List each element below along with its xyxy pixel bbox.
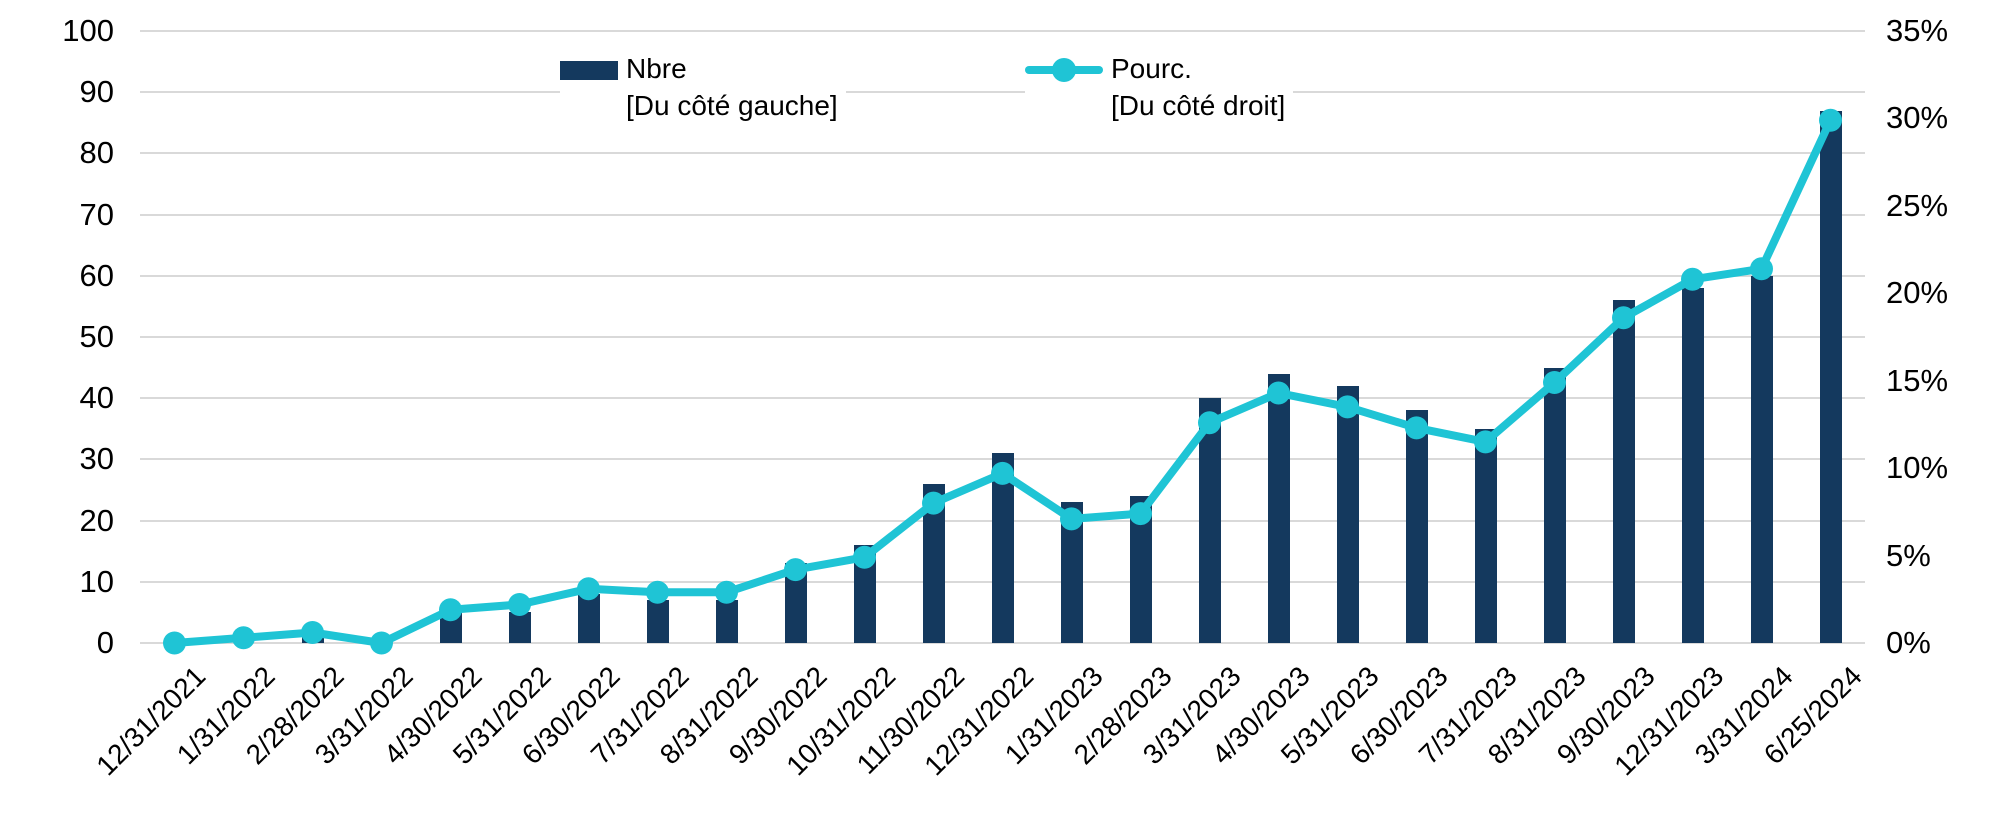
bar-4/30/2023	[1267, 373, 1290, 643]
line-marker-6/30/2022	[577, 577, 600, 601]
bar-5/31/2022	[508, 612, 531, 643]
line-marker-11/30/2022	[922, 491, 945, 515]
line-marker-3/31/2022	[370, 631, 393, 655]
gridline-40	[140, 397, 1865, 400]
left-axis-tick-40: 40	[79, 380, 114, 416]
bar-6/30/2022	[577, 594, 600, 643]
line-marker-8/31/2022	[715, 580, 738, 604]
bar-3/31/2024	[1750, 275, 1773, 643]
right-axis-tick-20%: 20%	[1886, 275, 1949, 311]
bar-7/31/2023	[1474, 428, 1497, 643]
left-axis-tick-70: 70	[79, 196, 114, 232]
line-marker-1/31/2022	[232, 626, 255, 650]
line-marker-10/31/2022	[853, 545, 876, 569]
legend-line-swatch	[1025, 50, 1103, 87]
bar-7/31/2022	[646, 600, 669, 643]
line-marker-2/28/2023	[1129, 502, 1152, 526]
line-marker-4/30/2022	[439, 598, 462, 622]
legend-line-marker	[1052, 58, 1076, 82]
line-marker-9/30/2022	[784, 558, 807, 582]
gridline-0	[140, 642, 1865, 644]
line-marker-7/31/2023	[1474, 430, 1497, 454]
gridline-100	[140, 30, 1865, 32]
bar-8/31/2023	[1543, 367, 1566, 643]
pourc-line	[170, 116, 1835, 647]
left-axis-tick-60: 60	[79, 257, 114, 293]
bar-3/31/2023	[1198, 398, 1221, 643]
line-marker-5/31/2023	[1336, 395, 1359, 419]
legend-bar-swatch	[560, 61, 618, 80]
legend-nbre-axis-note: [Du côté gauche]	[626, 90, 838, 121]
line-marker-1/31/2023	[1060, 507, 1083, 531]
right-axis-tick-5%: 5%	[1886, 537, 1931, 573]
left-axis-tick-20: 20	[79, 502, 114, 538]
legend-item-nbre: Nbre [Du côté gauche]	[560, 50, 846, 128]
bar-8/31/2022	[715, 600, 738, 643]
line-marker-3/31/2024	[1750, 257, 1773, 281]
right-axis-tick-15%: 15%	[1886, 362, 1949, 398]
bar-4/30/2022	[439, 612, 462, 643]
gridline-80	[140, 152, 1865, 155]
left-axis-tick-80: 80	[79, 135, 114, 171]
bar-6/25/2024	[1819, 110, 1842, 643]
line-marker-12/31/2021	[163, 631, 186, 655]
bar-12/31/2023	[1681, 288, 1704, 643]
gridline-50	[140, 336, 1865, 338]
line-marker-3/31/2023	[1198, 411, 1221, 435]
line-marker-4/30/2023	[1267, 381, 1290, 405]
legend-nbre-label: Nbre	[626, 53, 687, 84]
line-marker-8/31/2023	[1543, 371, 1566, 394]
line-marker-9/30/2023	[1612, 306, 1635, 330]
right-axis-tick-25%: 25%	[1886, 187, 1949, 223]
left-axis-tick-0: 0	[96, 625, 114, 660]
bar-5/31/2023	[1336, 385, 1359, 643]
left-axis-tick-50: 50	[79, 319, 114, 354]
bar-10/31/2022	[853, 545, 876, 643]
line-marker-12/31/2022	[991, 461, 1014, 485]
right-axis-tick-10%: 10%	[1886, 450, 1949, 486]
bar-6/30/2023	[1405, 410, 1428, 643]
gridline-70	[140, 213, 1865, 216]
line-marker-6/30/2023	[1405, 416, 1428, 440]
right-axis-tick-30%: 30%	[1886, 100, 1949, 136]
legend-pourc-axis-note: [Du côté droit]	[1111, 90, 1286, 121]
gridline-60	[140, 274, 1865, 277]
line-marker-6/25/2024	[1819, 108, 1842, 132]
right-axis-tick-0%: 0%	[1886, 625, 1931, 660]
legend-pourc-label: Pourc.	[1111, 53, 1192, 84]
left-axis-tick-100: 100	[62, 13, 114, 48]
legend-item-pourc: Pourc. [Du côté droit]	[1025, 50, 1294, 128]
bar-9/30/2023	[1612, 300, 1635, 643]
gridline-90	[140, 91, 1865, 94]
left-axis-tick-10: 10	[79, 563, 114, 599]
bar-12/31/2022	[991, 453, 1014, 643]
right-axis-tick-35%: 35%	[1886, 13, 1949, 48]
line-layer	[163, 108, 1842, 655]
left-axis-tick-30: 30	[79, 441, 114, 477]
bar-9/30/2022	[784, 563, 807, 643]
bar-11/30/2022	[922, 483, 945, 643]
line-marker-7/31/2022	[646, 580, 669, 604]
bars-layer	[140, 31, 1865, 643]
line-marker-5/31/2022	[508, 593, 531, 616]
plot-area	[140, 30, 1865, 655]
line-marker-2/28/2022	[301, 621, 324, 644]
left-axis-tick-90: 90	[79, 74, 114, 110]
bar-2/28/2023	[1129, 496, 1152, 643]
line-marker-12/31/2023	[1681, 267, 1704, 291]
bar-1/31/2023	[1060, 502, 1083, 643]
